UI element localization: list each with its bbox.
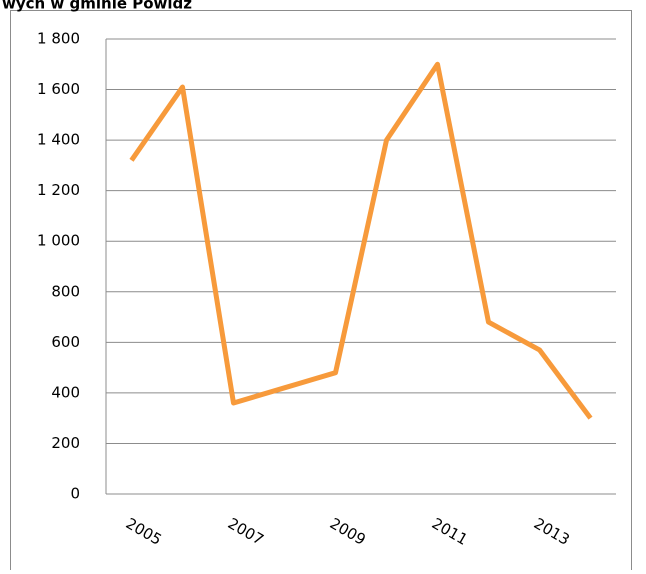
x-tick-label: 2005 [123,514,165,549]
y-tick-label: 1 800 [37,30,80,48]
chart-frame [10,10,632,574]
data-line [129,61,593,420]
y-tick-label: 1 000 [37,232,80,250]
y-tick-label: 600 [51,333,80,351]
x-tick-label: 2009 [327,514,369,549]
chart-title: wych w gminie Powidz [2,0,192,13]
y-tick-label: 200 [51,434,80,452]
y-tick-label: 800 [51,282,80,300]
y-tick-label: 1 600 [37,80,80,98]
x-tick-label: 2013 [531,514,573,549]
y-tick-label: 0 [70,485,80,503]
x-tick-label: 2007 [225,514,267,549]
y-tick-label: 400 [51,383,80,401]
x-tick-label: 2011 [429,514,471,549]
y-tick-label: 1 200 [37,181,80,199]
y-tick-label: 1 400 [37,131,80,149]
